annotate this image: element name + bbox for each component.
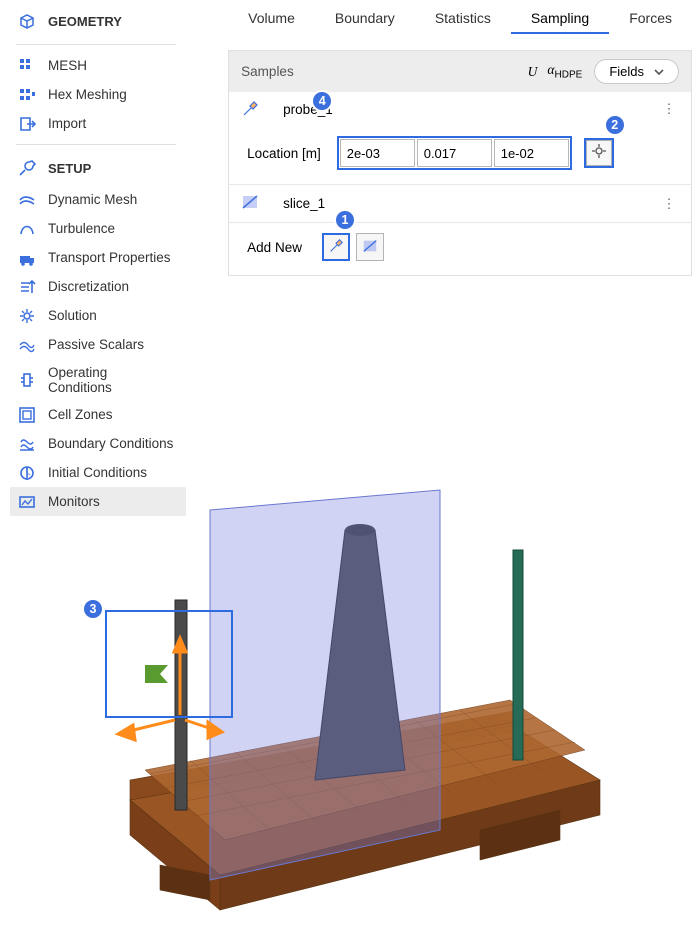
- sidebar-item-turbulence[interactable]: Turbulence: [0, 214, 192, 243]
- kebab-menu-icon[interactable]: ⋮: [659, 196, 679, 212]
- sidebar-section-geometry: GEOMETRY: [0, 4, 192, 38]
- probe-icon: [241, 100, 259, 118]
- sidebar-item-mesh[interactable]: MESH: [0, 51, 192, 80]
- add-slice-button[interactable]: [356, 233, 384, 261]
- sidebar-item-passive-scalars[interactable]: Passive Scalars: [0, 330, 192, 359]
- fields-label: Fields: [609, 64, 644, 79]
- tab-statistics[interactable]: Statistics: [415, 6, 511, 34]
- sidebar-item-boundary-conditions[interactable]: Boundary Conditions: [0, 429, 192, 458]
- setup-item-icon: [18, 191, 36, 209]
- setup-icon: [18, 159, 36, 177]
- slice-icon: [362, 238, 378, 257]
- sidebar-item-label: Import: [48, 116, 86, 131]
- setup-item-icon: [18, 435, 36, 453]
- sample-row-slice[interactable]: slice_1 ⋮: [229, 184, 691, 222]
- sidebar-section-setup: SETUP: [0, 151, 192, 185]
- import-icon: [18, 115, 36, 133]
- mesh-icon: [18, 57, 36, 75]
- sidebar-item-label: Discretization: [48, 279, 129, 294]
- sidebar-item-label: Solution: [48, 308, 97, 323]
- panel-header: Samples U αHDPE Fields: [229, 51, 691, 92]
- kebab-menu-icon[interactable]: ⋮: [659, 101, 679, 117]
- slice-icon: [241, 193, 259, 214]
- add-probe-button[interactable]: 1: [322, 233, 350, 261]
- setup-item-icon: [18, 278, 36, 296]
- sidebar-item-label: Turbulence: [48, 221, 115, 236]
- sidebar-item-label: MESH: [48, 58, 87, 73]
- chevron-down-icon: [654, 64, 664, 79]
- sidebar-item-label: Boundary Conditions: [48, 436, 173, 451]
- callout-1: 1: [334, 209, 356, 231]
- 3d-viewport[interactable]: 3: [0, 470, 700, 934]
- sidebar-label: GEOMETRY: [48, 14, 122, 29]
- pick-location-button[interactable]: 2: [584, 138, 614, 168]
- sidebar-item-transport-properties[interactable]: Transport Properties: [0, 243, 192, 272]
- samples-panel: Samples U αHDPE Fields probe_1 ⋮ 4 Locat…: [228, 50, 692, 276]
- field-u-symbol: U: [528, 64, 538, 80]
- setup-item-icon: [18, 249, 36, 267]
- tabs: VolumeBoundaryStatisticsSamplingForces: [228, 6, 692, 34]
- hex-icon: [18, 86, 36, 104]
- panel-title: Samples: [241, 64, 294, 79]
- setup-item-icon: [18, 336, 36, 354]
- sidebar-item-dynamic-mesh[interactable]: Dynamic Mesh: [0, 185, 192, 214]
- add-new-label: Add New: [247, 240, 302, 255]
- callout-4: 4: [311, 90, 333, 112]
- callout-2: 2: [604, 114, 626, 136]
- sidebar-label: SETUP: [48, 161, 91, 176]
- location-inputs: [337, 136, 572, 170]
- add-new-row: Add New 1: [229, 222, 691, 275]
- tab-forces[interactable]: Forces: [609, 6, 692, 34]
- viewport-highlight-box: [105, 610, 233, 718]
- content-area: VolumeBoundaryStatisticsSamplingForces S…: [192, 0, 700, 470]
- sidebar-item-label: Transport Properties: [48, 250, 171, 265]
- geometry-icon: [18, 12, 36, 30]
- setup-item-icon: [18, 406, 36, 424]
- sidebar-item-solution[interactable]: Solution: [0, 301, 192, 330]
- location-row: Location [m] 2: [229, 126, 691, 184]
- sidebar-item-label: Dynamic Mesh: [48, 192, 137, 207]
- setup-item-icon: [18, 220, 36, 238]
- callout-3: 3: [82, 598, 104, 620]
- location-label: Location [m]: [247, 146, 321, 161]
- location-z-input[interactable]: [494, 139, 569, 167]
- location-x-input[interactable]: [340, 139, 415, 167]
- sidebar-item-label: Cell Zones: [48, 407, 113, 422]
- tab-sampling[interactable]: Sampling: [511, 6, 609, 34]
- crosshair-icon: [591, 143, 607, 164]
- sidebar-item-label: Passive Scalars: [48, 337, 144, 352]
- setup-item-icon: [18, 371, 36, 389]
- setup-item-icon: [18, 307, 36, 325]
- field-alpha-symbol: αHDPE: [547, 62, 582, 81]
- tab-boundary[interactable]: Boundary: [315, 6, 415, 34]
- sidebar-item-import[interactable]: Import: [0, 109, 192, 138]
- location-y-input[interactable]: [417, 139, 492, 167]
- sidebar-item-hex[interactable]: Hex Meshing: [0, 80, 192, 109]
- sidebar: GEOMETRY MESH Hex Meshing Import SETUP D…: [0, 0, 192, 470]
- probe-icon: [328, 238, 344, 257]
- sidebar-item-cell-zones[interactable]: Cell Zones: [0, 400, 192, 429]
- sidebar-item-label: Operating Conditions: [48, 365, 174, 395]
- sidebar-item-operating-conditions[interactable]: Operating Conditions: [0, 359, 192, 400]
- sidebar-item-label: Hex Meshing: [48, 87, 127, 102]
- fields-dropdown[interactable]: Fields: [594, 59, 679, 84]
- tab-volume[interactable]: Volume: [228, 6, 315, 34]
- slice-name: slice_1: [283, 196, 325, 211]
- sidebar-item-discretization[interactable]: Discretization: [0, 272, 192, 301]
